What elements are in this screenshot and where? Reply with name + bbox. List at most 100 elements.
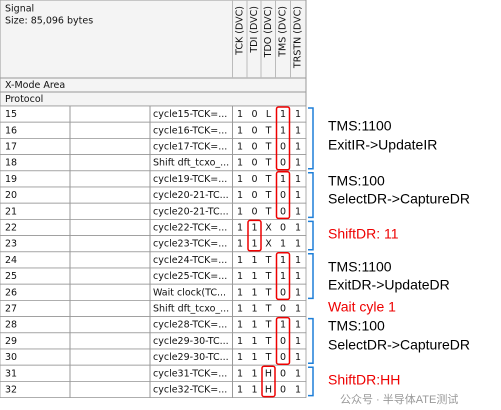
- row-name: Shift dft_tcxo_...: [153, 158, 229, 169]
- bracket: [308, 220, 314, 251]
- cell-value: 1: [280, 271, 286, 282]
- cell-value: T: [265, 304, 272, 315]
- row-number: 25: [5, 271, 17, 282]
- signal-label: Signal: [5, 4, 34, 15]
- row-name: cycle20-21-TC...: [153, 206, 229, 217]
- cell-value: 1: [237, 352, 243, 363]
- cell-value: T: [265, 287, 272, 298]
- cell-value: T: [265, 352, 272, 363]
- annotation: TMS:100: [328, 173, 385, 189]
- row-name: cycle28-TCK=...: [153, 320, 227, 331]
- cell-value: 1: [237, 255, 243, 266]
- cell-value: 1: [295, 304, 301, 315]
- highlight-box: [275, 171, 291, 220]
- cell-value: 1: [295, 352, 301, 363]
- cell-value: 1: [237, 287, 243, 298]
- header-area: [0, 0, 307, 79]
- row-name: cycle32-TCK=...: [153, 385, 227, 396]
- cell-value: 1: [251, 271, 257, 282]
- cell-value: T: [265, 271, 272, 282]
- row-name: cycle31-TCK=...: [153, 368, 227, 379]
- column-header: TCK (DVC): [235, 6, 246, 56]
- row-number: 19: [5, 174, 17, 185]
- cell-value: T: [265, 255, 272, 266]
- section-row: [0, 91, 307, 107]
- row-number: 16: [5, 125, 17, 136]
- row-number: 30: [5, 352, 17, 363]
- size-label: Size: 85,096 bytes: [5, 16, 93, 27]
- row-name: cycle15-TCK=...: [153, 109, 227, 120]
- cell-value: T: [265, 206, 272, 217]
- cell-value: 0: [280, 385, 286, 396]
- cell-value: 1: [251, 352, 257, 363]
- cell-value: 1: [251, 368, 257, 379]
- cell-value: 1: [295, 271, 301, 282]
- cell-value: T: [265, 174, 272, 185]
- cell-value: 1: [295, 142, 301, 153]
- cell-value: 1: [295, 287, 301, 298]
- row-number: 22: [5, 223, 17, 234]
- cell-value: 0: [280, 287, 286, 298]
- annotation: TMS:100: [328, 318, 385, 334]
- column-header: TMS (DVC): [278, 6, 289, 58]
- cell-value: 1: [237, 336, 243, 347]
- cell-value: 0: [280, 336, 286, 347]
- cell-value: 0: [251, 174, 257, 185]
- cell-value: 1: [251, 287, 257, 298]
- cell-value: 1: [237, 174, 243, 185]
- row-number: 20: [5, 190, 17, 201]
- cell-value: 1: [295, 239, 301, 250]
- section-label: X-Mode Area: [5, 80, 65, 91]
- cell-value: 0: [280, 190, 286, 201]
- row-name: cycle17-TCK=...: [153, 142, 227, 153]
- row-number: 23: [5, 239, 17, 250]
- row-number: 28: [5, 320, 17, 331]
- watermark: 公众号 · 半导体ATE测试: [340, 392, 458, 406]
- cell-value: 0: [251, 206, 257, 217]
- cell-value: 0: [280, 368, 286, 379]
- annotation: ShiftDR:HH: [328, 372, 400, 388]
- cell-value: 1: [251, 255, 257, 266]
- cell-value: 0: [280, 352, 286, 363]
- cell-value: 0: [280, 206, 286, 217]
- cell-value: 1: [251, 304, 257, 315]
- cell-value: L: [266, 109, 272, 120]
- bracket: [308, 317, 314, 364]
- annotation: ExitIR->UpdateIR: [328, 137, 437, 153]
- annotation: Wait cyle 1: [328, 299, 396, 315]
- cell-value: 1: [237, 385, 243, 396]
- cell-value: X: [265, 239, 272, 250]
- highlight-box: [275, 106, 291, 171]
- cell-value: T: [265, 142, 272, 153]
- cell-value: 1: [295, 109, 301, 120]
- bracket: [308, 172, 314, 219]
- cell-value: X: [265, 223, 272, 234]
- row-number: 31: [5, 368, 17, 379]
- cell-value: 1: [295, 206, 301, 217]
- cell-value: 1: [295, 385, 301, 396]
- row-name: cycle23-TCK=...: [153, 239, 227, 250]
- cell-value: T: [265, 125, 272, 136]
- cell-value: 1: [280, 239, 286, 250]
- row-name: cycle29-30-TC...: [153, 352, 229, 363]
- row: [0, 380, 307, 398]
- row-number: 26: [5, 287, 17, 298]
- cell-value: 1: [237, 320, 243, 331]
- row-number: 15: [5, 109, 17, 120]
- row-number: 32: [5, 385, 17, 396]
- row-number: 29: [5, 336, 17, 347]
- cell-value: 1: [237, 142, 243, 153]
- cell-value: 1: [295, 336, 301, 347]
- cell-value: 1: [237, 239, 243, 250]
- cell-value: 1: [280, 109, 286, 120]
- row-number: 21: [5, 206, 17, 217]
- cell-value: 1: [237, 158, 243, 169]
- highlight-box: [275, 316, 291, 365]
- cell-value: 1: [295, 320, 301, 331]
- row-name: cycle20-21-TC...: [153, 190, 229, 201]
- cell-value: H: [265, 368, 272, 379]
- row-number: 18: [5, 158, 17, 169]
- cell-value: 1: [237, 304, 243, 315]
- cell-value: 0: [280, 223, 286, 234]
